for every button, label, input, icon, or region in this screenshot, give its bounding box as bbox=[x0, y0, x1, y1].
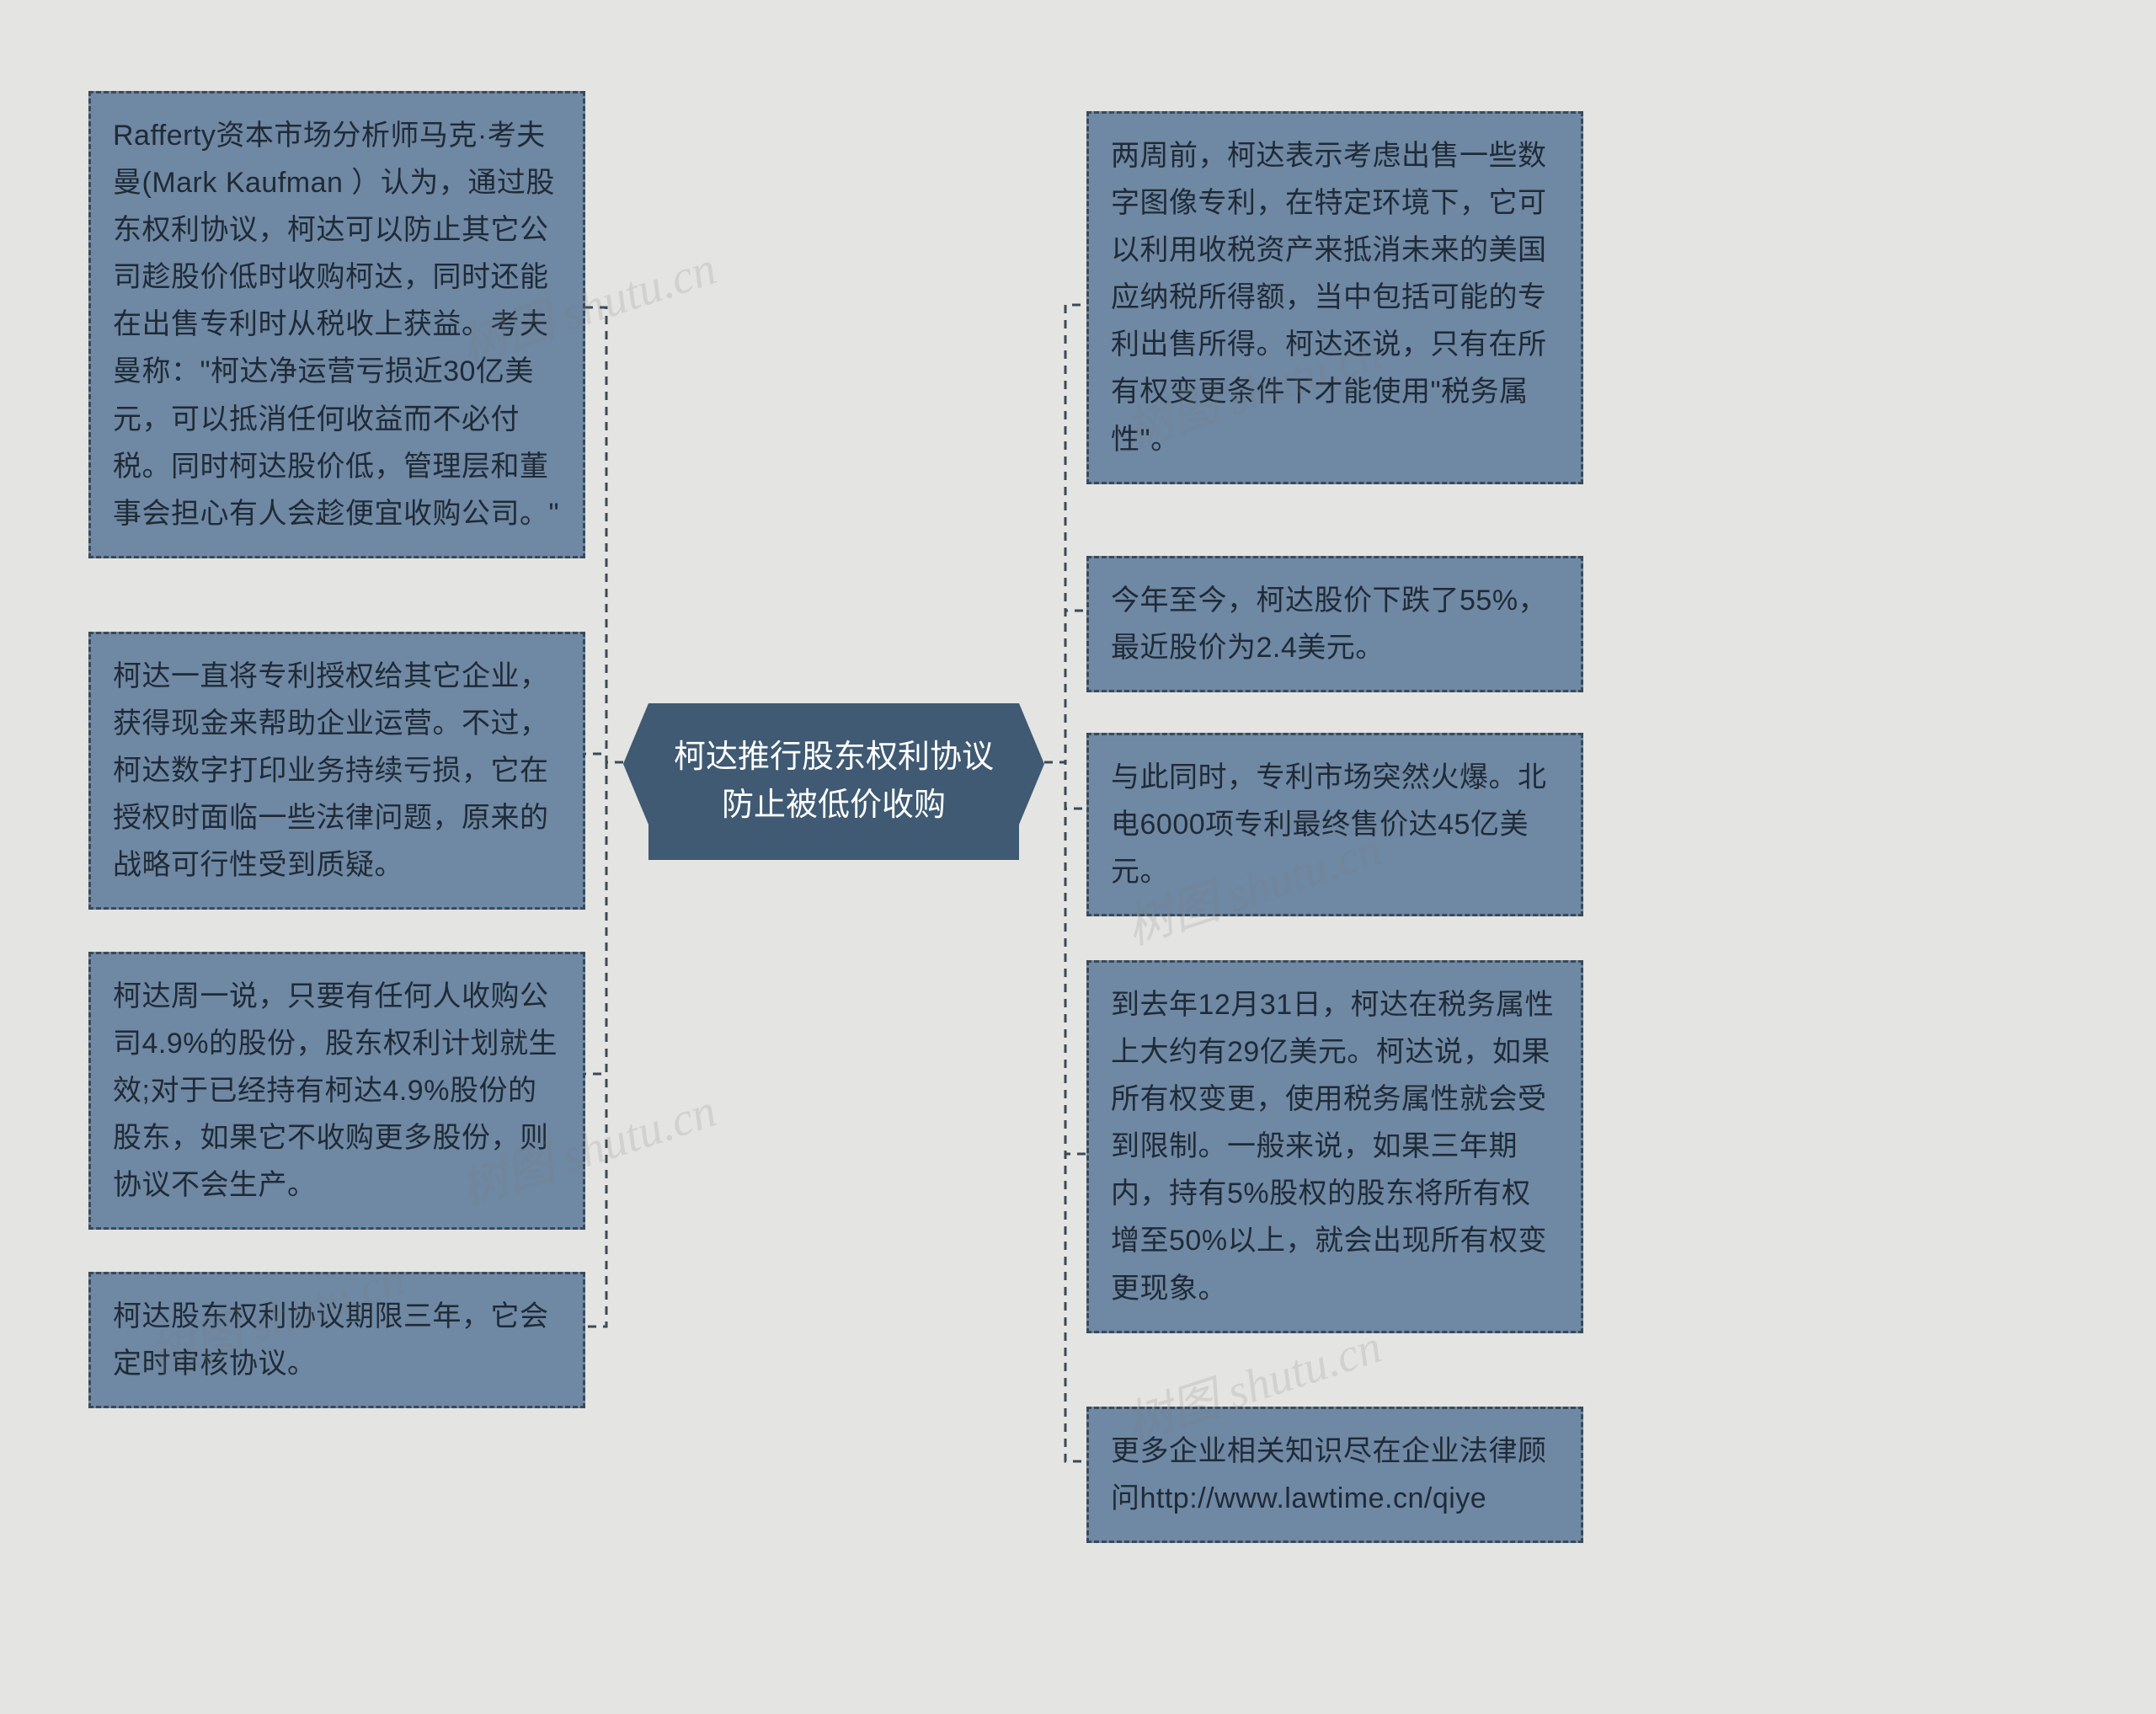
branch-text: 柯达一直将专利授权给其它企业，获得现金来帮助企业运营。不过，柯达数字打印业务持续… bbox=[113, 660, 549, 881]
branch-right-5[interactable]: 更多企业相关知识尽在企业法律顾问http://www.lawtime.cn/qi… bbox=[1086, 1407, 1583, 1543]
center-text: 柯达推行股东权利协议防止被低价收购 bbox=[674, 740, 994, 823]
branch-text: 今年至今，柯达股价下跌了55%，最近股价为2.4美元。 bbox=[1111, 585, 1547, 664]
branch-text: 与此同时，专利市场突然火爆。北电6000项专利最终售价达45亿美元。 bbox=[1111, 761, 1547, 888]
branch-right-2[interactable]: 今年至今，柯达股价下跌了55%，最近股价为2.4美元。 bbox=[1086, 556, 1583, 692]
branch-right-4[interactable]: 到去年12月31日，柯达在税务属性上大约有29亿美元。柯达说，如果所有权变更，使… bbox=[1086, 960, 1583, 1333]
branch-left-2[interactable]: 柯达一直将专利授权给其它企业，获得现金来帮助企业运营。不过，柯达数字打印业务持续… bbox=[88, 632, 585, 910]
branch-right-3[interactable]: 与此同时，专利市场突然火爆。北电6000项专利最终售价达45亿美元。 bbox=[1086, 733, 1583, 916]
branch-text: 两周前，柯达表示考虑出售一些数字图像专利，在特定环境下，它可以利用收税资产来抵消… bbox=[1111, 140, 1547, 456]
branch-text: 柯达周一说，只要有任何人收购公司4.9%的股份，股东权利计划就生效;对于已经持有… bbox=[113, 980, 558, 1201]
branch-text: Rafferty资本市场分析师马克·考夫曼(Mark Kaufman ）认为，通… bbox=[113, 120, 559, 530]
branch-left-3[interactable]: 柯达周一说，只要有任何人收购公司4.9%的股份，股东权利计划就生效;对于已经持有… bbox=[88, 952, 585, 1230]
mindmap-canvas: 柯达推行股东权利协议防止被低价收购 Rafferty资本市场分析师马克·考夫曼(… bbox=[0, 0, 2156, 1714]
branch-text: 柯达股东权利协议期限三年，它会定时审核协议。 bbox=[113, 1300, 549, 1380]
branch-text: 更多企业相关知识尽在企业法律顾问http://www.lawtime.cn/qi… bbox=[1111, 1435, 1547, 1514]
branch-left-1[interactable]: Rafferty资本市场分析师马克·考夫曼(Mark Kaufman ）认为，通… bbox=[88, 91, 585, 558]
center-node[interactable]: 柯达推行股东权利协议防止被低价收购 bbox=[648, 703, 1019, 860]
branch-text: 到去年12月31日，柯达在税务属性上大约有29亿美元。柯达说，如果所有权变更，使… bbox=[1111, 989, 1554, 1305]
branch-left-4[interactable]: 柯达股东权利协议期限三年，它会定时审核协议。 bbox=[88, 1272, 585, 1408]
branch-right-1[interactable]: 两周前，柯达表示考虑出售一些数字图像专利，在特定环境下，它可以利用收税资产来抵消… bbox=[1086, 111, 1583, 484]
